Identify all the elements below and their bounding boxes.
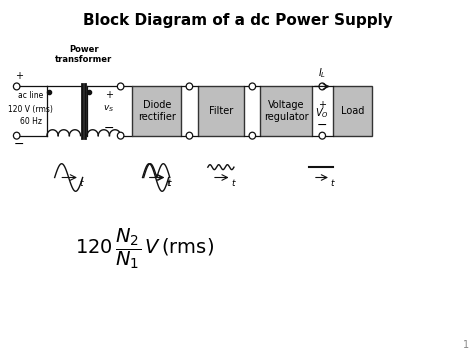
Text: Voltage
regulator: Voltage regulator xyxy=(264,100,309,122)
Text: Diode
rectifier: Diode rectifier xyxy=(138,100,176,122)
Bar xyxy=(333,87,373,136)
Circle shape xyxy=(118,83,124,90)
Text: $t$: $t$ xyxy=(79,177,85,188)
Bar xyxy=(198,87,244,136)
Text: $t$: $t$ xyxy=(330,177,336,188)
Text: $t$: $t$ xyxy=(165,177,172,188)
Text: −: − xyxy=(317,119,328,132)
Text: 60 Hz: 60 Hz xyxy=(19,117,42,126)
Text: ac line: ac line xyxy=(18,91,43,100)
Text: Power
transformer: Power transformer xyxy=(55,45,112,64)
Text: $t$: $t$ xyxy=(231,177,237,188)
Text: +: + xyxy=(318,100,326,110)
Circle shape xyxy=(13,83,20,90)
Text: Filter: Filter xyxy=(209,106,233,116)
Circle shape xyxy=(118,132,124,139)
Text: 120 V (rms): 120 V (rms) xyxy=(8,105,53,114)
Text: −: − xyxy=(104,122,114,135)
Text: $120\,\dfrac{N_2}{N_1}\,V\,\mathrm{(rms)}$: $120\,\dfrac{N_2}{N_1}\,V\,\mathrm{(rms)… xyxy=(75,226,214,271)
Circle shape xyxy=(13,132,20,139)
Bar xyxy=(261,87,312,136)
Text: $V_O$: $V_O$ xyxy=(315,106,329,120)
Circle shape xyxy=(319,132,326,139)
Text: +: + xyxy=(105,90,113,100)
Text: −: − xyxy=(14,138,24,151)
Text: Load: Load xyxy=(341,106,364,116)
Circle shape xyxy=(186,83,192,90)
Text: $v_S$: $v_S$ xyxy=(103,103,115,114)
Text: +: + xyxy=(15,71,23,81)
Circle shape xyxy=(186,132,192,139)
Bar xyxy=(132,87,181,136)
Text: Block Diagram of a dc Power Supply: Block Diagram of a dc Power Supply xyxy=(83,12,393,27)
Text: 1: 1 xyxy=(463,340,469,350)
Text: $t$: $t$ xyxy=(167,177,173,188)
Circle shape xyxy=(249,132,255,139)
Circle shape xyxy=(319,83,326,90)
Circle shape xyxy=(249,83,255,90)
Text: $I_L$: $I_L$ xyxy=(318,66,327,80)
